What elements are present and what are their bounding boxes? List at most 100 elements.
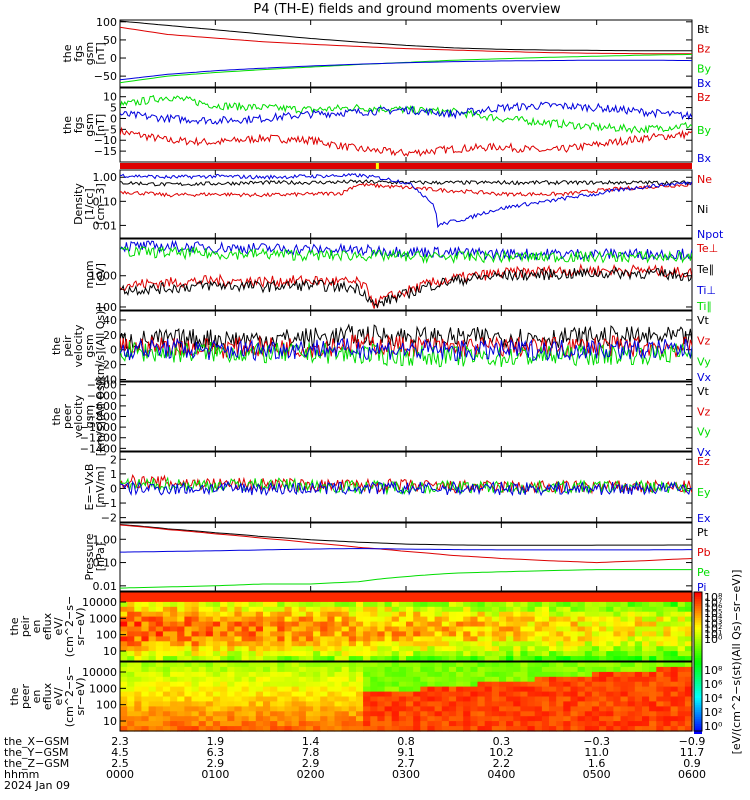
heatmap-cell (334, 696, 343, 702)
heatmap-cell (255, 656, 264, 662)
heatmap-cell (348, 651, 357, 657)
heatmap-cell (313, 671, 321, 678)
heatmap-cell (298, 696, 307, 702)
heatmap-cell (191, 662, 200, 668)
heatmap-cell (220, 626, 228, 632)
heatmap-cell (577, 691, 586, 698)
heatmap-cell (134, 662, 143, 668)
heatmap-cell (520, 596, 529, 603)
heatmap-cell (406, 656, 414, 662)
heatmap-cell (599, 651, 607, 657)
heatmap-cell (141, 636, 150, 642)
heatmap-cell (377, 656, 386, 662)
heatmap-cell (520, 706, 529, 712)
heatmap-cell (184, 601, 193, 608)
heatmap-cell (184, 676, 193, 683)
heatmap-cell (356, 716, 364, 722)
heatmap-cell (606, 716, 614, 722)
heatmap-cell (148, 592, 157, 598)
panel-frame (119, 310, 693, 382)
heatmap-cell (305, 621, 314, 628)
heatmap-cell (127, 726, 135, 732)
heatmap-cell (248, 656, 257, 662)
heatmap-cell (370, 631, 379, 637)
heatmap-cell (248, 691, 257, 698)
heatmap-cell (120, 651, 128, 657)
heatmap-cell (327, 601, 336, 608)
series-line-Ez (120, 473, 692, 495)
heatmap-cell (327, 646, 336, 652)
legend-entry: Vx (697, 371, 712, 384)
heatmap-cell (599, 681, 607, 688)
colorbar-segment (694, 655, 702, 659)
heatmap-cell (341, 626, 350, 632)
heatmap-cell (534, 611, 543, 618)
heatmap-cell (427, 676, 436, 683)
heatmap-cell (506, 686, 514, 693)
heatmap-cell (391, 691, 400, 698)
heatmap-cell (441, 656, 450, 662)
heatmap-cell (649, 691, 657, 698)
heatmap-cell (298, 601, 307, 608)
heatmap-cell (527, 711, 536, 717)
heatmap-cell (234, 651, 243, 657)
y-axis-label: gsm (83, 42, 96, 65)
heatmap-cell (563, 611, 572, 618)
heatmap-cell (198, 691, 207, 698)
heatmap-cell (642, 656, 650, 662)
heatmap-cell (234, 636, 243, 642)
heatmap-cell (263, 636, 271, 642)
y-axis-label: (cm^2−s− (63, 596, 76, 657)
heatmap-cell (205, 691, 214, 698)
heatmap-cell (270, 711, 278, 717)
y-axis-label: eflux (41, 612, 54, 640)
heatmap-cell (506, 616, 514, 623)
heatmap-cell (506, 596, 514, 603)
heatmap-cell (227, 636, 236, 642)
colorbar-segment (694, 592, 702, 595)
heatmap-cell (263, 721, 271, 727)
heatmap-cell (463, 621, 471, 628)
heatmap-cell (205, 626, 214, 632)
footer-value: 2.7 (397, 757, 415, 770)
heatmap-cell (670, 706, 679, 712)
heatmap-cell (248, 726, 257, 732)
heatmap-cell (212, 656, 221, 662)
heatmap-cell (384, 671, 393, 678)
heatmap-cell (570, 716, 579, 722)
heatmap-cell (563, 701, 572, 707)
heatmap-cell (184, 621, 193, 628)
colorbar-segment (694, 617, 702, 621)
heatmap-cell (320, 656, 328, 662)
panel-frame (119, 591, 693, 662)
heatmap-cell (670, 676, 679, 683)
heatmap-cell (484, 592, 493, 598)
heatmap-cell (184, 611, 193, 618)
heatmap-cell (134, 651, 143, 657)
heatmap-cell (470, 711, 479, 717)
heatmap-cell (677, 656, 686, 662)
heatmap-cell (563, 706, 572, 712)
heatmap-cell (291, 696, 300, 702)
heatmap-cell (248, 616, 257, 623)
heatmap-cell (327, 636, 336, 642)
heatmap-cell (263, 621, 271, 628)
heatmap-cell (420, 621, 429, 628)
heatmap-cell (527, 621, 536, 628)
heatmap-cell (155, 716, 164, 722)
y-axis-label: fgs (72, 45, 85, 62)
heatmap-cell (577, 686, 586, 693)
heatmap-cell (384, 651, 393, 657)
heatmap-cell (370, 611, 379, 618)
heatmap-cell (398, 641, 407, 647)
heatmap-cell (198, 711, 207, 717)
heatmap-cell (155, 691, 164, 698)
heatmap-cell (556, 616, 564, 623)
heatmap-cell (391, 651, 400, 657)
heatmap-cell (434, 636, 443, 642)
heatmap-cell (577, 636, 586, 642)
heatmap-cell (198, 626, 207, 632)
heatmap-cell (241, 631, 250, 637)
heatmap-cell (377, 701, 386, 707)
heatmap-cell (348, 706, 357, 712)
